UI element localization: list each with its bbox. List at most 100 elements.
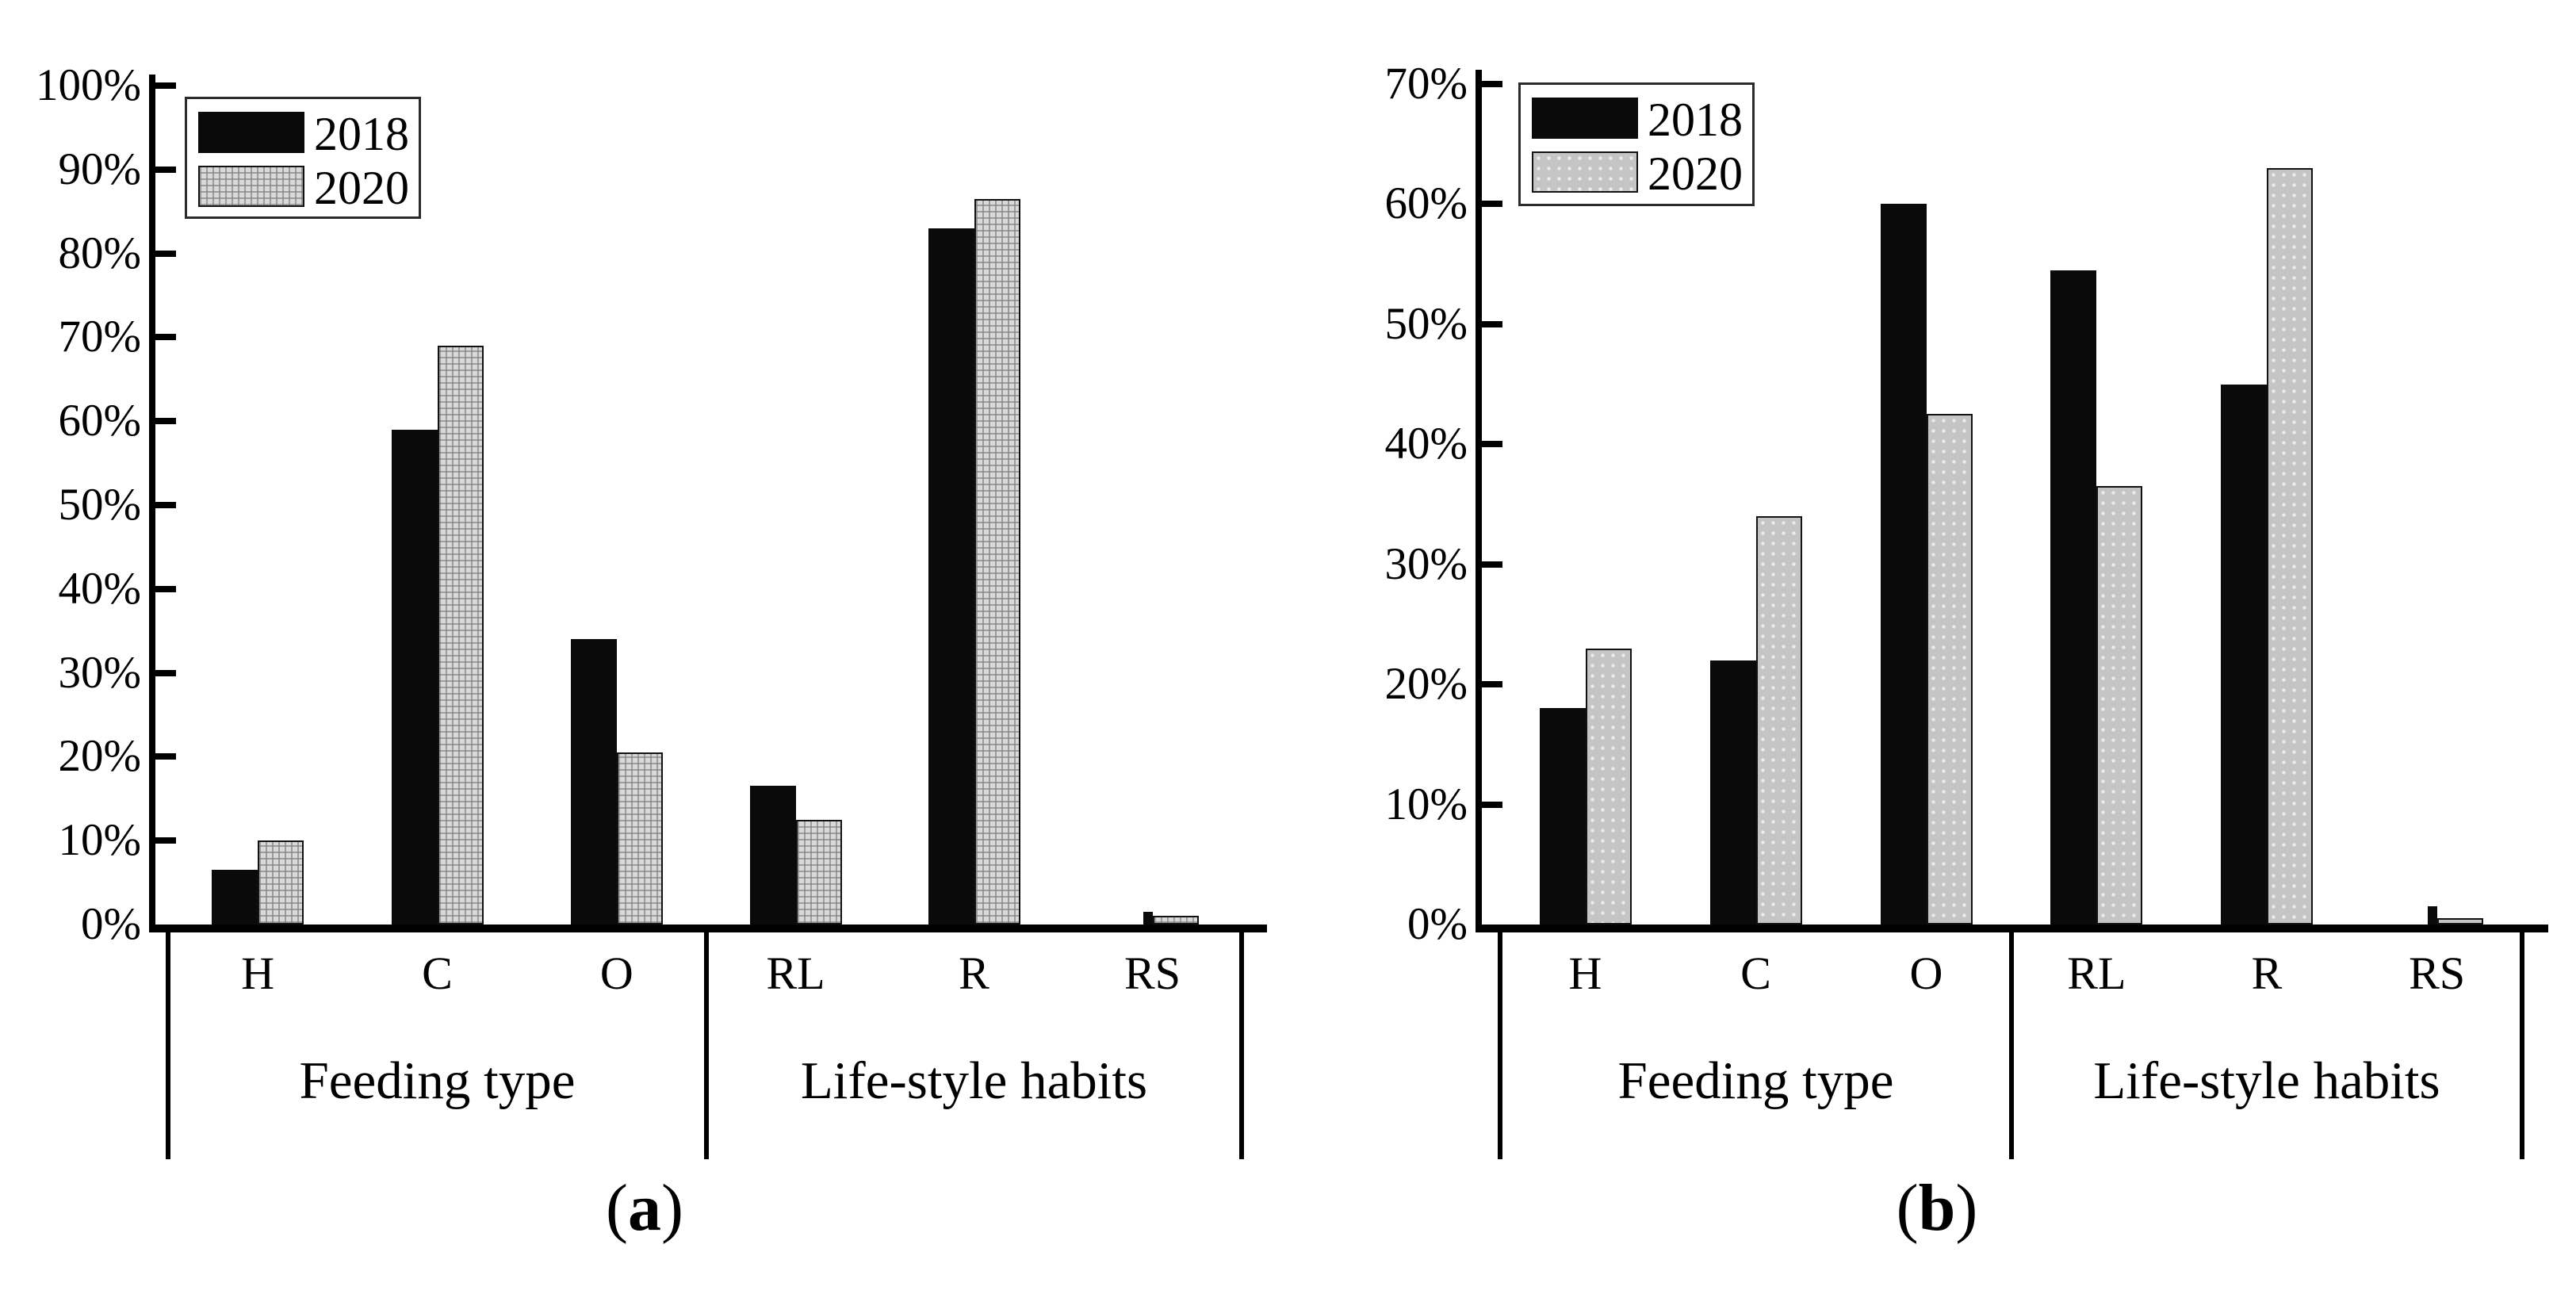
y-tick-mark	[155, 753, 176, 760]
y-tick-mark	[155, 82, 176, 89]
category-label-RS: RS	[2409, 948, 2466, 999]
y-tick-label: 30%	[58, 647, 141, 698]
category-label-O: O	[599, 948, 633, 999]
bar-2020-R	[2267, 168, 2313, 925]
category-label-C: C	[422, 948, 453, 999]
category-label-H: H	[1568, 948, 1602, 999]
bar-2020-C	[437, 345, 484, 925]
panel-caption: (a)	[486, 1172, 803, 1245]
category-label-C: C	[1740, 948, 1771, 999]
y-tick-mark	[155, 250, 176, 257]
legend-label-2018: 2018	[314, 108, 409, 160]
y-tick-label: 50%	[1384, 298, 1468, 349]
y-tick-mark	[155, 334, 176, 341]
y-tick-mark	[1482, 441, 1502, 448]
y-tick-mark	[1482, 81, 1502, 87]
y-axis-line	[1476, 70, 1482, 932]
y-tick-mark	[155, 669, 176, 676]
caption-close: )	[1955, 1171, 1978, 1245]
y-tick-label: 20%	[1384, 659, 1468, 710]
y-tick-mark	[1482, 561, 1502, 568]
legend-swatch-2020	[1532, 151, 1638, 193]
y-tick-mark	[155, 837, 176, 844]
y-tick-mark	[155, 502, 176, 508]
bar-2018-O	[1880, 204, 1927, 925]
bar-2020-H	[1585, 648, 1632, 925]
caption-letter: a	[628, 1171, 661, 1245]
y-tick-label: 60%	[58, 396, 141, 446]
group-bracket-line	[166, 928, 170, 1159]
group-bracket-line	[1498, 928, 1502, 1159]
y-tick-label: 70%	[1384, 59, 1468, 109]
y-axis-line	[149, 75, 155, 932]
bar-2018-RS	[2427, 906, 2437, 925]
legend-swatch-2018	[1532, 98, 1638, 139]
group-bracket-line	[2009, 928, 2014, 1159]
y-tick-label: 30%	[1384, 538, 1468, 589]
category-label-R: R	[959, 948, 989, 999]
bar-2018-O	[570, 639, 617, 925]
legend-label-2020: 2020	[1648, 147, 1743, 200]
y-tick-mark	[1482, 801, 1502, 808]
caption-open: (	[1896, 1171, 1919, 1245]
category-label-R: R	[2251, 948, 2283, 999]
category-label-H: H	[241, 948, 275, 999]
legend-swatch-2018	[198, 112, 304, 153]
bar-2020-C	[1755, 516, 1802, 925]
y-tick-label: 50%	[58, 480, 141, 530]
group-label: Life-style habits	[2093, 1051, 2440, 1110]
y-tick-label: 40%	[1384, 419, 1468, 469]
bar-2020-R	[974, 198, 1020, 925]
bar-2018-RL	[749, 786, 796, 925]
y-tick-label: 0%	[81, 899, 141, 949]
y-tick-label: 10%	[1384, 779, 1468, 829]
bar-2018-C	[1709, 660, 1756, 925]
group-bracket-line	[1239, 928, 1244, 1159]
bar-2020-H	[258, 840, 304, 925]
y-tick-label: 40%	[58, 563, 141, 614]
group-label: Life-style habits	[800, 1051, 1148, 1110]
bar-2020-RL	[795, 819, 842, 925]
bar-2018-H	[1539, 708, 1586, 925]
caption-letter: b	[1918, 1171, 1956, 1245]
panel-caption: (b)	[1778, 1172, 2096, 1245]
bar-2020-RL	[2096, 486, 2143, 925]
y-tick-label: 20%	[58, 731, 141, 782]
y-tick-mark	[155, 585, 176, 592]
y-tick-label: 100%	[36, 60, 141, 110]
caption-close: )	[661, 1171, 683, 1245]
legend-label-2020: 2020	[314, 162, 409, 214]
y-tick-mark	[1482, 201, 1502, 208]
y-tick-mark	[1482, 320, 1502, 327]
legend-box: 2018 2020	[1518, 82, 1755, 206]
y-tick-label: 90%	[58, 144, 141, 194]
y-tick-label: 60%	[1384, 178, 1468, 229]
bar-2020-RS	[2436, 918, 2483, 925]
category-label-RL: RL	[2067, 948, 2126, 999]
y-tick-label: 80%	[58, 228, 141, 278]
bar-2018-RS	[1143, 912, 1153, 925]
bar-2020-O	[616, 752, 663, 925]
y-tick-label: 10%	[58, 815, 141, 866]
category-label-RL: RL	[766, 948, 825, 999]
bar-2020-RS	[1152, 916, 1199, 925]
bar-2018-C	[391, 429, 438, 925]
bar-2018-R	[928, 228, 974, 925]
y-tick-mark	[155, 166, 176, 173]
legend-box: 2018 2020	[185, 97, 421, 219]
y-tick-mark	[155, 418, 176, 425]
legend-label-2018: 2018	[1648, 94, 1743, 146]
category-label-O: O	[1909, 948, 1943, 999]
group-bracket-line	[2520, 928, 2524, 1159]
legend-swatch-2020	[198, 166, 304, 207]
bar-2018-RL	[2050, 270, 2097, 925]
group-bracket-line	[704, 928, 709, 1159]
group-label: Feeding type	[1617, 1051, 1894, 1110]
bar-2018-H	[212, 870, 258, 925]
bar-2020-O	[1926, 414, 1973, 925]
y-tick-label: 70%	[58, 312, 141, 362]
category-label-RS: RS	[1124, 948, 1181, 999]
